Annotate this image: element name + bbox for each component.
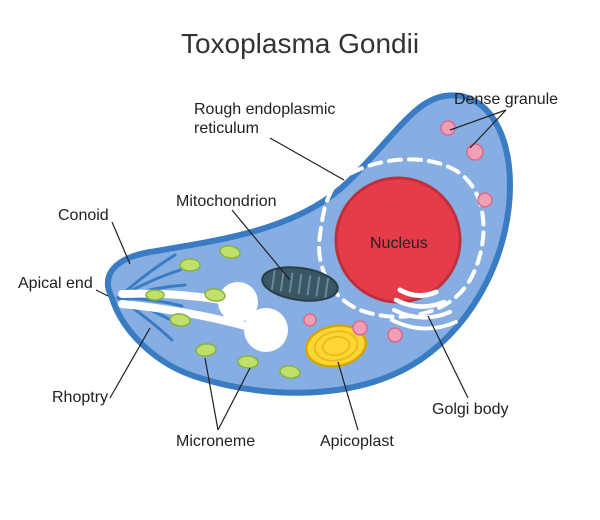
label-golgi: Golgi body — [432, 400, 509, 419]
label-mitochondrion: Mitochondrion — [176, 192, 277, 211]
label-nucleus: Nucleus — [370, 234, 428, 253]
label-apical-end: Apical end — [18, 274, 93, 293]
diagram-canvas: Toxoplasma Gondii Dense granule Rough en… — [0, 0, 600, 520]
label-microneme: Microneme — [176, 432, 255, 451]
label-dense-granule: Dense granule — [454, 90, 558, 109]
label-conoid: Conoid — [58, 206, 109, 225]
label-rhoptry: Rhoptry — [52, 388, 108, 407]
label-apicoplast: Apicoplast — [320, 432, 394, 451]
label-rough-er: Rough endoplasmic reticulum — [194, 100, 335, 138]
cell-illustration — [0, 0, 600, 520]
